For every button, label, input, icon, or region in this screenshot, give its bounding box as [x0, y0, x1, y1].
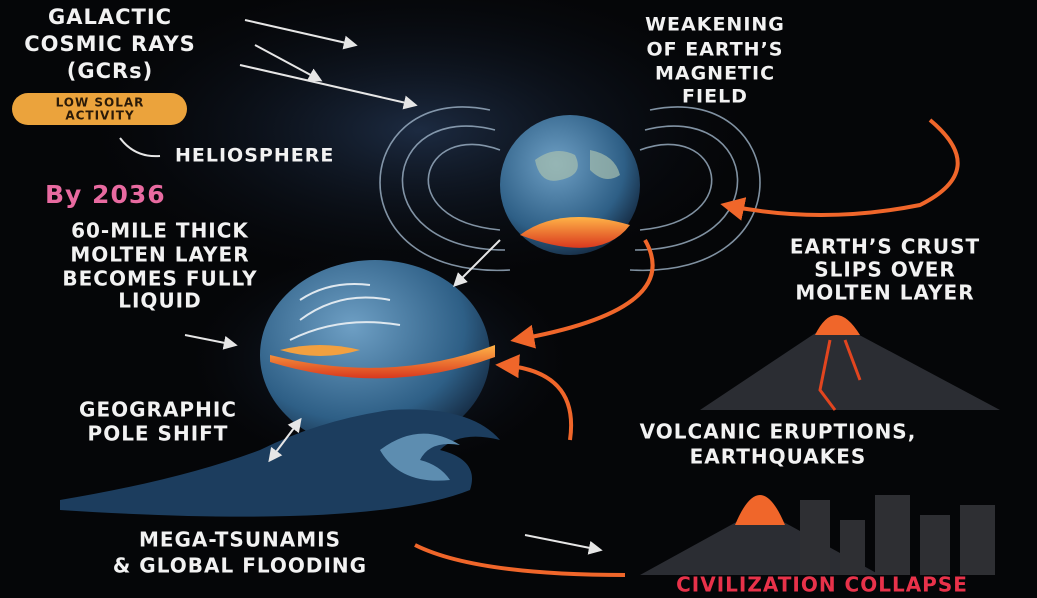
cosmic-rays-label: COSMIC RAYS — [24, 32, 196, 56]
pole-shift-label: POLE SHIFT — [88, 422, 229, 446]
molten-layer-label: 60-MILE THICK — [71, 219, 249, 243]
crust-slip-label: MOLTEN LAYER — [795, 281, 974, 305]
infographic: GALACTIC COSMIC RAYS (GCRs) LOW SOLARACTIVI… — [0, 0, 1037, 598]
crust-slip-label: SLIPS OVER — [814, 258, 956, 282]
tsunamis-label: MEGA-TSUNAMIS — [139, 528, 341, 552]
crust-slip-label: EARTH’S CRUST — [790, 235, 980, 259]
magnetic-field-label: OF EARTH’S — [647, 39, 784, 61]
magnetic-field-label: FIELD — [682, 86, 748, 108]
cosmic-rays-label: GALACTIC — [48, 5, 172, 29]
buildings — [800, 495, 995, 575]
molten-layer-label: MOLTEN LAYER — [70, 243, 249, 267]
heliosphere-label: HELIOSPHERE — [175, 145, 334, 167]
eruptions-label: EARTHQUAKES — [690, 445, 867, 469]
cosmic-rays-label: (GCRs) — [67, 59, 154, 83]
year-label: By 2036 — [45, 180, 166, 209]
magnetic-field-label: MAGNETIC — [655, 63, 775, 85]
solar-activity-label: ACTIVITY — [65, 109, 134, 123]
pole-shift-label: GEOGRAPHIC — [79, 398, 237, 422]
molten-layer-label: LIQUID — [118, 289, 201, 313]
collapse-label: CIVILIZATION COLLAPSE — [676, 573, 968, 597]
molten-layer-label: BECOMES FULLY — [62, 267, 257, 291]
magnetic-field-label: WEAKENING — [645, 14, 785, 36]
eruptions-label: VOLCANIC ERUPTIONS, — [640, 420, 917, 444]
solar-activity-label: LOW SOLAR — [56, 96, 145, 110]
tsunamis-label: & GLOBAL FLOODING — [113, 554, 367, 578]
